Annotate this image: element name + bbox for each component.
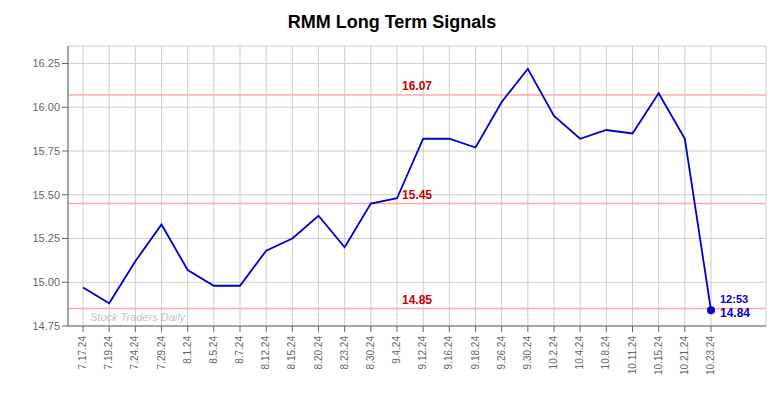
svg-text:7.24.24: 7.24.24: [129, 336, 140, 370]
svg-text:14.75: 14.75: [32, 320, 60, 332]
svg-text:9.30.24: 9.30.24: [522, 336, 533, 370]
svg-text:8.7.24: 8.7.24: [234, 336, 245, 364]
svg-text:7.17.24: 7.17.24: [77, 336, 88, 370]
svg-text:15.25: 15.25: [32, 232, 60, 244]
svg-text:9.26.24: 9.26.24: [496, 336, 507, 370]
svg-text:12:53: 12:53: [720, 293, 748, 305]
svg-text:14.85: 14.85: [402, 293, 432, 307]
svg-text:10.8.24: 10.8.24: [600, 336, 611, 370]
svg-text:15.00: 15.00: [32, 276, 60, 288]
svg-text:10.2.24: 10.2.24: [548, 336, 559, 370]
svg-text:9.4.24: 9.4.24: [391, 336, 402, 364]
html-text:RMM Long Term Signals: RMM Long Term Signals: [287, 12, 497, 32]
svg-text:8.12.24: 8.12.24: [260, 336, 271, 370]
svg-text:10.21.24: 10.21.24: [679, 336, 690, 375]
svg-text:10.23.24: 10.23.24: [705, 336, 716, 375]
svg-text:10.11.24: 10.11.24: [627, 336, 638, 375]
svg-text:8.30.24: 8.30.24: [365, 336, 376, 370]
html-text:Stock Traders Daily: Stock Traders Daily: [90, 311, 186, 323]
svg-text:16.07: 16.07: [402, 79, 432, 93]
svg-text:8.23.24: 8.23.24: [339, 336, 350, 370]
svg-text:10.4.24: 10.4.24: [574, 336, 585, 370]
svg-text:8.15.24: 8.15.24: [286, 336, 297, 370]
svg-text:15.75: 15.75: [32, 145, 60, 157]
svg-text:9.16.24: 9.16.24: [443, 336, 454, 370]
svg-text:7.19.24: 7.19.24: [103, 336, 114, 370]
svg-text:9.18.24: 9.18.24: [470, 336, 481, 370]
svg-text:14.84: 14.84: [720, 306, 750, 320]
svg-text:8.5.24: 8.5.24: [208, 336, 219, 364]
svg-text:10.15.24: 10.15.24: [653, 336, 664, 375]
svg-text:8.1.24: 8.1.24: [182, 336, 193, 364]
svg-text:8.20.24: 8.20.24: [313, 336, 324, 370]
svg-text:16.25: 16.25: [32, 57, 60, 69]
svg-text:16.00: 16.00: [32, 101, 60, 113]
svg-text:7.29.24: 7.29.24: [156, 336, 167, 370]
svg-text:15.50: 15.50: [32, 189, 60, 201]
svg-text:9.12.24: 9.12.24: [417, 336, 428, 370]
svg-text:15.45: 15.45: [402, 188, 432, 202]
